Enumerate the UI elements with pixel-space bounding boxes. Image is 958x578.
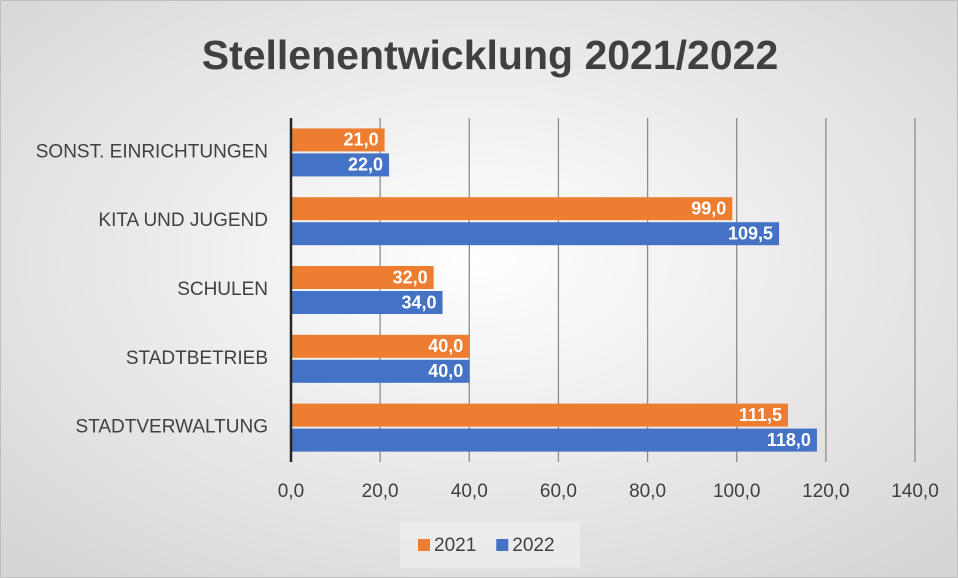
- x-tick-label: 0,0: [278, 481, 304, 502]
- value-label: 118,0: [767, 430, 811, 450]
- x-tick-label: 60,0: [540, 481, 577, 502]
- legend-swatch: [418, 539, 430, 551]
- x-tick-label: 100,0: [713, 481, 761, 502]
- value-label: 40,0: [428, 361, 463, 381]
- value-label: 34,0: [401, 292, 436, 312]
- value-label: 99,0: [691, 198, 726, 218]
- y-tick-label: SONST. EINRICHTUNGEN: [36, 141, 268, 162]
- value-label: 22,0: [348, 155, 383, 175]
- x-tick-label: 80,0: [629, 481, 666, 502]
- bar: [291, 222, 780, 246]
- value-label: 32,0: [393, 267, 428, 287]
- y-tick-label: SCHULEN: [177, 279, 268, 300]
- bar: [291, 334, 470, 358]
- y-tick-label: STADTBETRIEB: [126, 348, 268, 369]
- value-label: 111,5: [739, 405, 782, 425]
- bar: [291, 359, 470, 383]
- bar: [291, 197, 733, 221]
- legend-label: 2022: [512, 535, 554, 556]
- x-tick-label: 120,0: [802, 481, 850, 502]
- value-label: 21,0: [344, 130, 379, 150]
- legend-swatch: [496, 539, 509, 551]
- bar: [291, 428, 817, 452]
- x-tick-label: 140,0: [891, 481, 939, 502]
- bar: [291, 291, 443, 314]
- bar: [291, 403, 788, 427]
- y-tick-label: KITA UND JUGEND: [98, 210, 268, 231]
- x-tick-label: 20,0: [362, 481, 399, 502]
- bar: [291, 266, 434, 289]
- value-label: 109,5: [728, 223, 773, 243]
- x-tick-label: 40,0: [451, 481, 488, 502]
- bar: [291, 153, 390, 177]
- legend-label: 2021: [434, 535, 476, 556]
- y-tick-label: STADTVERWALTUNG: [76, 417, 268, 438]
- chart-title: Stellenentwicklung 2021/2022: [202, 32, 779, 78]
- value-label: 40,0: [428, 336, 463, 356]
- bar: [291, 128, 385, 152]
